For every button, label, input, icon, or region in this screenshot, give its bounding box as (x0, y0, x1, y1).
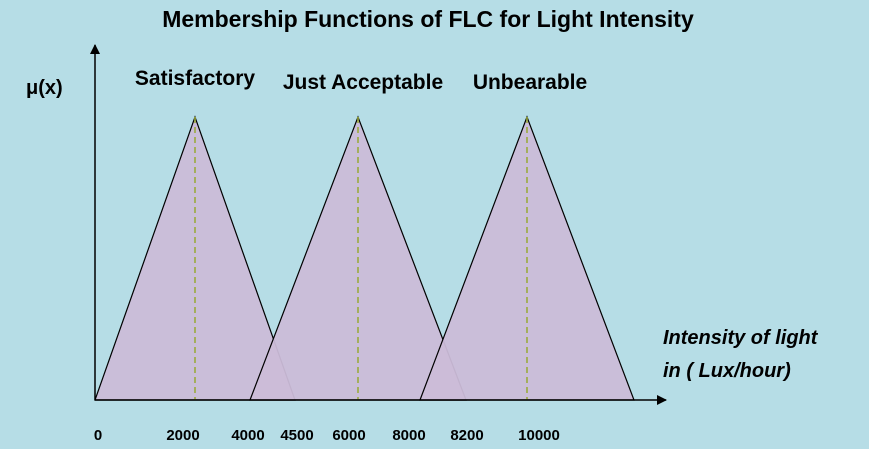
x-tick-label: 10000 (518, 427, 560, 444)
peak-lines (194, 117, 528, 400)
x-tick-label: 4000 (231, 427, 264, 444)
x-tick-label: 2000 (166, 427, 199, 444)
chart-title: Membership Functions of FLC for Light In… (162, 6, 694, 32)
x-tick-label: 4500 (280, 427, 313, 444)
x-tick-label: 8200 (450, 427, 483, 444)
x-tick-label: 8000 (392, 427, 425, 444)
x-tick-labels: 0 2000 4000 4500 6000 8000 8200 10000 (94, 427, 560, 444)
x-axis-label-line1: Intensity of light (663, 327, 819, 349)
set-label-just-acceptable: Just Acceptable (283, 71, 443, 94)
set-label-satisfactory: Satisfactory (135, 67, 256, 90)
x-axis-label-line2: in ( Lux/hour) (663, 360, 791, 382)
y-axis-label: μ(x) (26, 77, 63, 99)
set-label-unbearable: Unbearable (473, 71, 587, 94)
set-labels: Satisfactory Just Acceptable Unbearable (135, 67, 587, 94)
x-tick-label: 6000 (332, 427, 365, 444)
x-tick-label: 0 (94, 427, 102, 444)
membership-triangles (94, 115, 635, 401)
